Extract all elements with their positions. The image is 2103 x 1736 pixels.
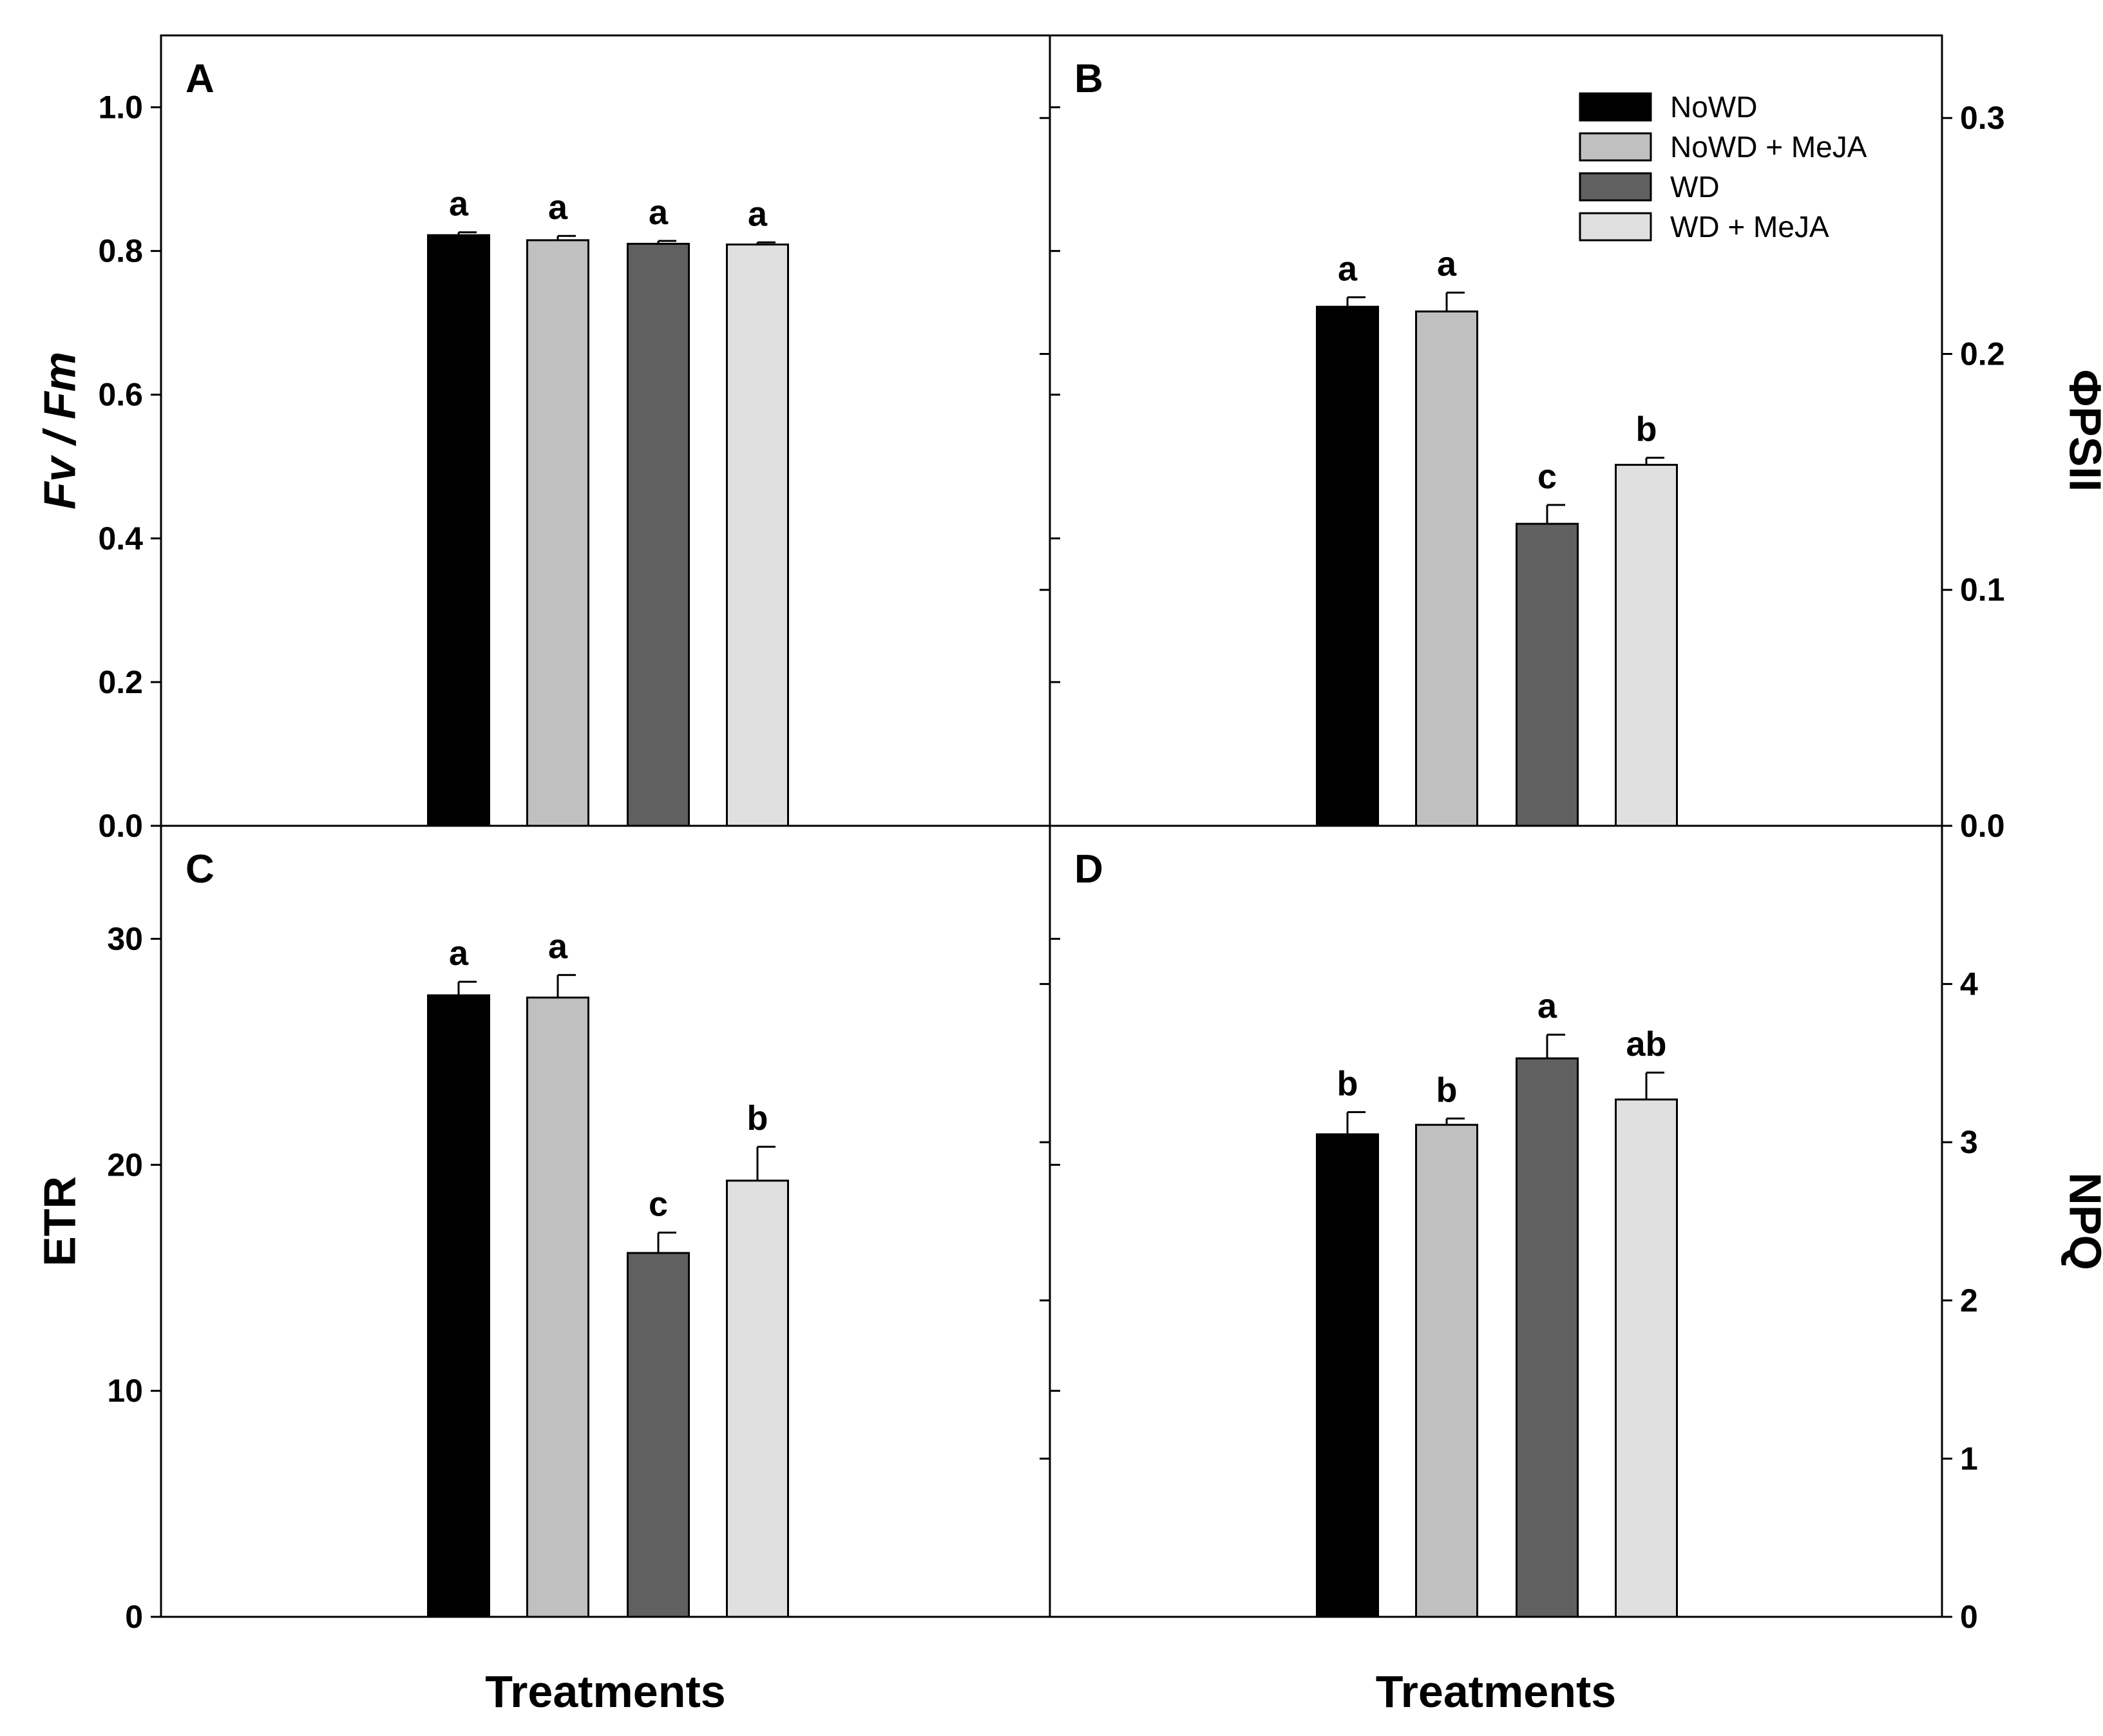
sig-label-c-1: a xyxy=(449,934,469,973)
panel-b-letter: B xyxy=(1074,57,1103,101)
sig-label-b-2: a xyxy=(1437,245,1457,283)
bar-a-3 xyxy=(627,242,690,827)
panel-a-letter: A xyxy=(186,57,214,101)
panel-c-letter: C xyxy=(186,847,214,892)
panel-c-tick-label: 0 xyxy=(125,1599,143,1635)
bar-b-1 xyxy=(1316,305,1379,827)
panel-d-tick-label: 3 xyxy=(1960,1124,1978,1160)
panel-b-tick-label: 0.1 xyxy=(1960,572,2005,608)
panel-b-tick-label: 0.2 xyxy=(1960,336,2005,372)
panel-d-tick-label: 4 xyxy=(1960,966,1978,1002)
bar-d-3 xyxy=(1516,1057,1579,1618)
bar-a-4 xyxy=(726,243,789,827)
legend-swatch-2 xyxy=(1579,132,1652,162)
panel-d-letter: D xyxy=(1074,847,1103,892)
sig-label-a-4: a xyxy=(748,195,768,233)
panel-b-ylabel: ΦPSII xyxy=(2060,370,2103,492)
bar-c-1 xyxy=(427,994,490,1618)
panel-c-tick-label: 10 xyxy=(107,1373,143,1409)
panel-d: D 0 1 2 3 4 b b a ab NPQ Treatments xyxy=(1040,825,2103,1717)
panel-a-tick-label: 0.4 xyxy=(98,520,143,557)
sig-label-c-3: c xyxy=(649,1185,668,1224)
bar-d-2 xyxy=(1415,1123,1478,1618)
panel-c: C 0 10 20 30 a a c b ETR Treatments xyxy=(34,825,1060,1717)
panel-a-tick-label: 1.0 xyxy=(98,90,143,126)
sig-label-a-3: a xyxy=(649,193,669,232)
bar-b-2 xyxy=(1415,310,1478,827)
panel-c-xlabel: Treatments xyxy=(485,1666,725,1717)
bar-d-4 xyxy=(1615,1098,1678,1618)
legend-swatch-3 xyxy=(1579,172,1652,202)
legend: NoWD NoWD + MeJA WD WD + MeJA xyxy=(1579,90,1867,243)
sig-label-a-2: a xyxy=(548,188,568,227)
legend-label-1: NoWD xyxy=(1670,90,1757,124)
panel-c-tick-label: 30 xyxy=(107,920,143,957)
sig-label-a-1: a xyxy=(449,185,469,224)
sig-label-b-1: a xyxy=(1338,250,1358,289)
panel-d-tick-label: 0 xyxy=(1960,1599,1978,1635)
legend-label-4: WD + MeJA xyxy=(1670,210,1829,243)
panel-d-ylabel: NPQ xyxy=(2060,1172,2103,1270)
bar-c-3 xyxy=(627,1252,690,1618)
legend-swatch-4 xyxy=(1579,212,1652,242)
sig-label-b-3: c xyxy=(1537,457,1557,496)
bar-a-1 xyxy=(427,234,490,827)
bar-b-3 xyxy=(1516,522,1579,827)
panel-c-frame xyxy=(160,825,1051,1618)
panel-a-tick-label: 0.2 xyxy=(98,664,143,700)
bar-c-4 xyxy=(726,1179,789,1618)
legend-label-3: WD xyxy=(1670,170,1720,204)
panel-d-frame xyxy=(1049,825,1943,1618)
panel-b-tick-label: 0.3 xyxy=(1960,100,2005,136)
panel-a: A 0.0 0.2 0.4 0.6 0.8 1.0 a a a a Fv / Fm xyxy=(34,34,1060,844)
bar-d-1 xyxy=(1316,1133,1379,1618)
panel-a-tick-label: 0.6 xyxy=(98,377,143,413)
sig-label-d-2: b xyxy=(1436,1071,1458,1109)
sig-label-c-2: a xyxy=(548,928,568,966)
sig-label-b-4: b xyxy=(1636,410,1657,449)
bar-a-2 xyxy=(526,239,589,827)
legend-swatch-1 xyxy=(1579,92,1652,122)
bar-b-4 xyxy=(1615,464,1678,827)
panel-d-tick-label: 2 xyxy=(1960,1283,1978,1319)
panel-a-tick-label: 0.8 xyxy=(98,233,143,269)
panel-a-frame xyxy=(160,34,1051,827)
panel-d-xlabel: Treatments xyxy=(1376,1666,1616,1717)
sig-label-d-3: a xyxy=(1537,987,1557,1025)
panel-b: B 0.0 0.1 0.2 0.3 a a c b ΦPSII xyxy=(1040,34,2103,844)
sig-label-c-4: b xyxy=(747,1099,768,1138)
bar-c-2 xyxy=(526,997,589,1618)
panel-a-ylabel: Fv / Fm xyxy=(34,352,84,510)
legend-label-2: NoWD + MeJA xyxy=(1670,130,1867,164)
sig-label-d-1: b xyxy=(1337,1065,1358,1103)
panel-a-tick-label: 0.0 xyxy=(98,808,143,844)
panel-d-tick-label: 1 xyxy=(1960,1440,1978,1476)
sig-label-d-4: ab xyxy=(1626,1025,1666,1064)
panel-c-tick-label: 20 xyxy=(107,1147,143,1183)
panel-b-tick-label: 0.0 xyxy=(1960,808,2005,844)
panel-c-ylabel: ETR xyxy=(34,1176,84,1266)
